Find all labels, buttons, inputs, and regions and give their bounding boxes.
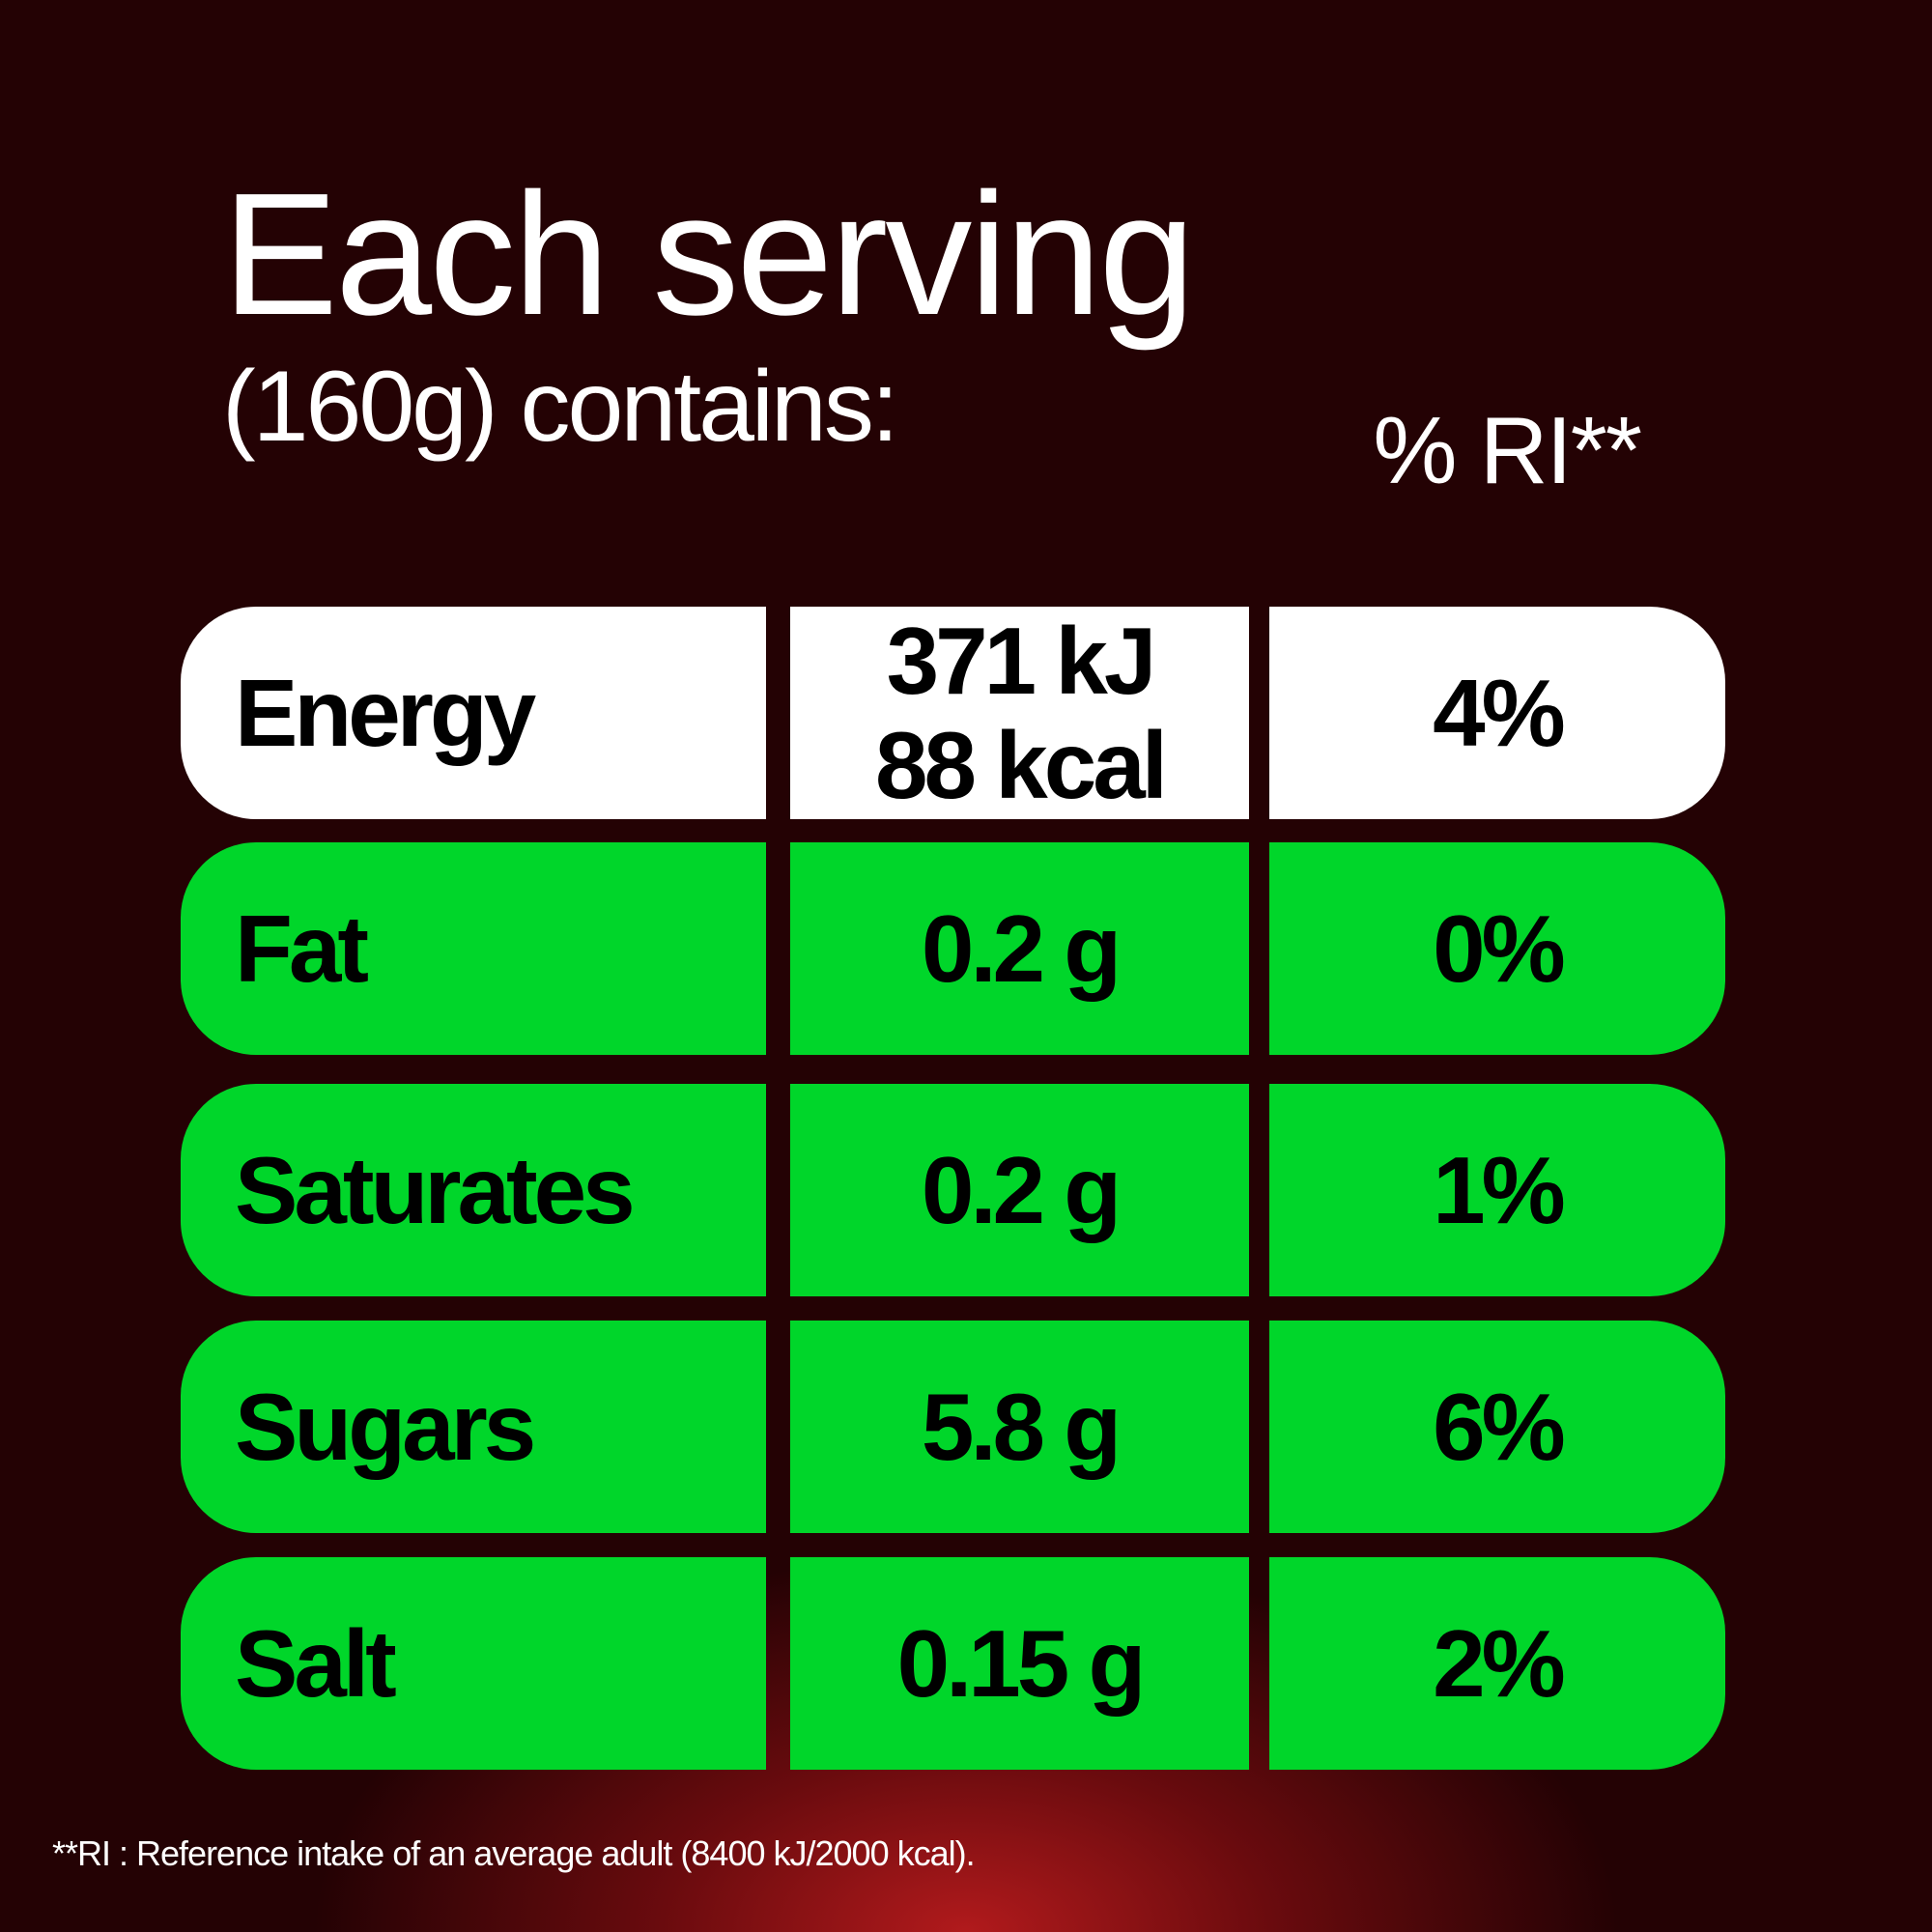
ri-cell: 6% xyxy=(1269,1321,1725,1533)
nutrient-cell: Energy xyxy=(181,607,766,819)
amount-cell: 0.2 g xyxy=(790,842,1249,1055)
amount-line: 0.15 g xyxy=(896,1610,1147,1717)
amount-line: 0.2 g xyxy=(921,895,1122,1002)
amount-line: 0.2 g xyxy=(921,1137,1122,1243)
amount-line: 5.8 g xyxy=(921,1374,1122,1480)
ri-cell: 1% xyxy=(1269,1084,1725,1296)
subtitle: (160g) contains: xyxy=(222,351,899,463)
amount-cell: 371 kJ 88 kcal xyxy=(790,607,1249,819)
amount-line: 88 kcal xyxy=(875,712,1168,818)
nutrient-cell: Sugars xyxy=(181,1321,766,1533)
ri-cell: 2% xyxy=(1269,1557,1725,1770)
ri-cell: 0% xyxy=(1269,842,1725,1055)
ri-cell: 4% xyxy=(1269,607,1725,819)
amount-cell: 0.15 g xyxy=(790,1557,1249,1770)
ri-label: % RI** xyxy=(1373,397,1642,503)
footnote: **RI : Reference intake of an average ad… xyxy=(52,1833,976,1873)
amount-cell: 0.2 g xyxy=(790,1084,1249,1296)
amount-line: 371 kJ xyxy=(886,608,1157,714)
nutrient-cell: Salt xyxy=(181,1557,766,1770)
amount-cell: 5.8 g xyxy=(790,1321,1249,1533)
title: Each serving xyxy=(222,157,1196,352)
nutrient-cell: Fat xyxy=(181,842,766,1055)
nutrient-cell: Saturates xyxy=(181,1084,766,1296)
